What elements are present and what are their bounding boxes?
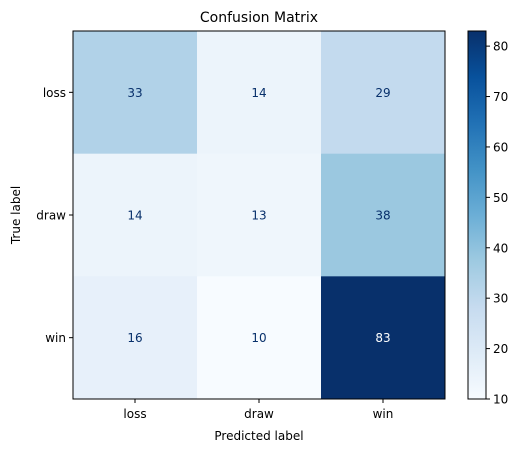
colorbar-tick-label: 40 [493, 241, 508, 255]
heatmap-cell [321, 153, 446, 277]
cell-value-label: 33 [127, 86, 142, 100]
cell-value-label: 29 [375, 86, 390, 100]
cell-value-label: 14 [251, 86, 266, 100]
x-tick-label: draw [244, 407, 274, 421]
y-axis-label: True label [9, 186, 23, 245]
heatmap-cell [321, 31, 446, 155]
cell-value-label: 10 [251, 331, 266, 345]
heatmap-cell [197, 31, 322, 155]
colorbar-ticks: 10 20 30 40 50 60 70 80 [486, 40, 508, 407]
x-axis-label: Predicted label [214, 429, 303, 443]
heatmap-cell [321, 276, 446, 400]
y-tick-label: loss [43, 86, 66, 100]
colorbar [467, 30, 487, 400]
y-axis-ticks: loss draw win [36, 86, 73, 345]
colorbar-tick-label: 60 [493, 140, 508, 154]
cell-value-label: 38 [375, 209, 390, 223]
heatmap-cell [197, 153, 322, 277]
colorbar-tick-label: 30 [493, 292, 508, 306]
colorbar-tick-label: 50 [493, 191, 508, 205]
colorbar-tick-label: 70 [493, 90, 508, 104]
y-tick-label: win [45, 331, 66, 345]
heatmap-cell [73, 153, 198, 277]
colorbar-tick-label: 20 [493, 342, 508, 356]
cell-value-label: 83 [375, 331, 390, 345]
heatmap-cells: 33 14 29 14 13 38 16 10 83 [73, 31, 446, 400]
cell-value-label: 13 [251, 209, 266, 223]
x-axis-ticks: loss draw win [123, 399, 393, 421]
cell-value-label: 16 [127, 331, 142, 345]
colorbar-tick-label: 80 [493, 40, 508, 54]
y-tick-label: draw [36, 209, 66, 223]
cell-value-label: 14 [127, 209, 142, 223]
x-tick-label: loss [123, 407, 146, 421]
heatmap-cell [73, 31, 198, 155]
heatmap-cell [197, 276, 322, 400]
x-tick-label: win [373, 407, 394, 421]
chart-title: Confusion Matrix [200, 10, 318, 26]
colorbar-tick-label: 10 [493, 393, 508, 407]
heatmap-cell [73, 276, 198, 400]
